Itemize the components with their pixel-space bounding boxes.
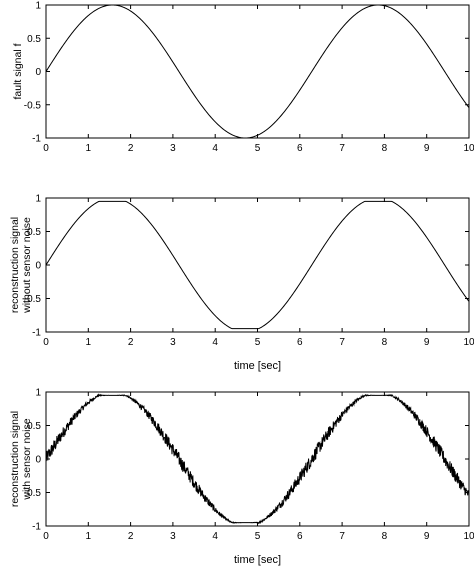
y-tick-label: 0	[35, 455, 41, 466]
y-tick-label: -1	[32, 134, 41, 145]
y-tick-label: 0.5	[27, 227, 41, 238]
y-tick-label: 1	[35, 194, 41, 205]
x-tick-label: 5	[255, 143, 261, 154]
y-tick-label: -0.5	[24, 294, 42, 305]
y-axis-label: reconstruction signal	[9, 411, 21, 507]
y-tick-label: 1	[35, 388, 41, 399]
x-tick-label: 6	[297, 531, 303, 542]
x-tick-label: 9	[424, 143, 430, 154]
x-tick-label: 7	[339, 531, 345, 542]
y-axis-label: without sensor noise	[21, 217, 33, 314]
x-tick-label: 2	[128, 143, 134, 154]
y-tick-label: -0.5	[24, 100, 42, 111]
y-tick-label: 0.5	[27, 34, 41, 45]
series-line	[45, 200, 470, 330]
x-axis-label: time [sec]	[234, 554, 281, 566]
x-tick-label: 5	[255, 531, 261, 542]
x-tick-label: 3	[170, 337, 176, 348]
series-line	[45, 4, 470, 139]
x-tick-label: 10	[463, 337, 474, 348]
y-axis-label: fault signal f	[12, 43, 24, 99]
x-tick-label: 4	[212, 337, 218, 348]
x-tick-label: 3	[170, 531, 176, 542]
x-tick-label: 0	[43, 337, 49, 348]
y-tick-label: -1	[32, 328, 41, 339]
x-tick-label: 9	[424, 337, 430, 348]
y-tick-label: -0.5	[24, 488, 42, 499]
x-tick-label: 10	[463, 531, 474, 542]
x-tick-label: 8	[382, 337, 388, 348]
y-tick-label: 0	[35, 67, 41, 78]
x-tick-label: 8	[382, 531, 388, 542]
x-tick-label: 10	[463, 143, 474, 154]
x-tick-label: 4	[212, 143, 218, 154]
x-tick-label: 2	[128, 337, 134, 348]
x-tick-label: 7	[339, 337, 345, 348]
axes-box	[45, 391, 470, 527]
x-tick-label: 0	[43, 143, 49, 154]
y-tick-label: 1	[35, 1, 41, 12]
x-tick-label: 1	[86, 337, 92, 348]
y-axis-label: with sensor noise	[21, 418, 33, 500]
x-tick-label: 6	[297, 337, 303, 348]
x-tick-label: 1	[86, 531, 92, 542]
y-tick-label: 0	[35, 261, 41, 272]
y-axis-label: reconstruction signal	[9, 217, 21, 313]
x-tick-label: 6	[297, 143, 303, 154]
x-tick-label: 5	[255, 337, 261, 348]
y-tick-label: -1	[32, 522, 41, 533]
y-tick-label: 0.5	[27, 421, 41, 432]
axes-box	[45, 4, 470, 139]
x-tick-label: 4	[212, 531, 218, 542]
x-tick-label: 1	[86, 143, 92, 154]
x-axis-label: time [sec]	[234, 360, 281, 372]
series-line	[45, 393, 470, 525]
axes-box	[45, 197, 470, 333]
x-tick-label: 3	[170, 143, 176, 154]
x-tick-label: 7	[339, 143, 345, 154]
x-tick-label: 2	[128, 531, 134, 542]
x-tick-label: 0	[43, 531, 49, 542]
x-tick-label: 9	[424, 531, 430, 542]
x-tick-label: 8	[382, 143, 388, 154]
